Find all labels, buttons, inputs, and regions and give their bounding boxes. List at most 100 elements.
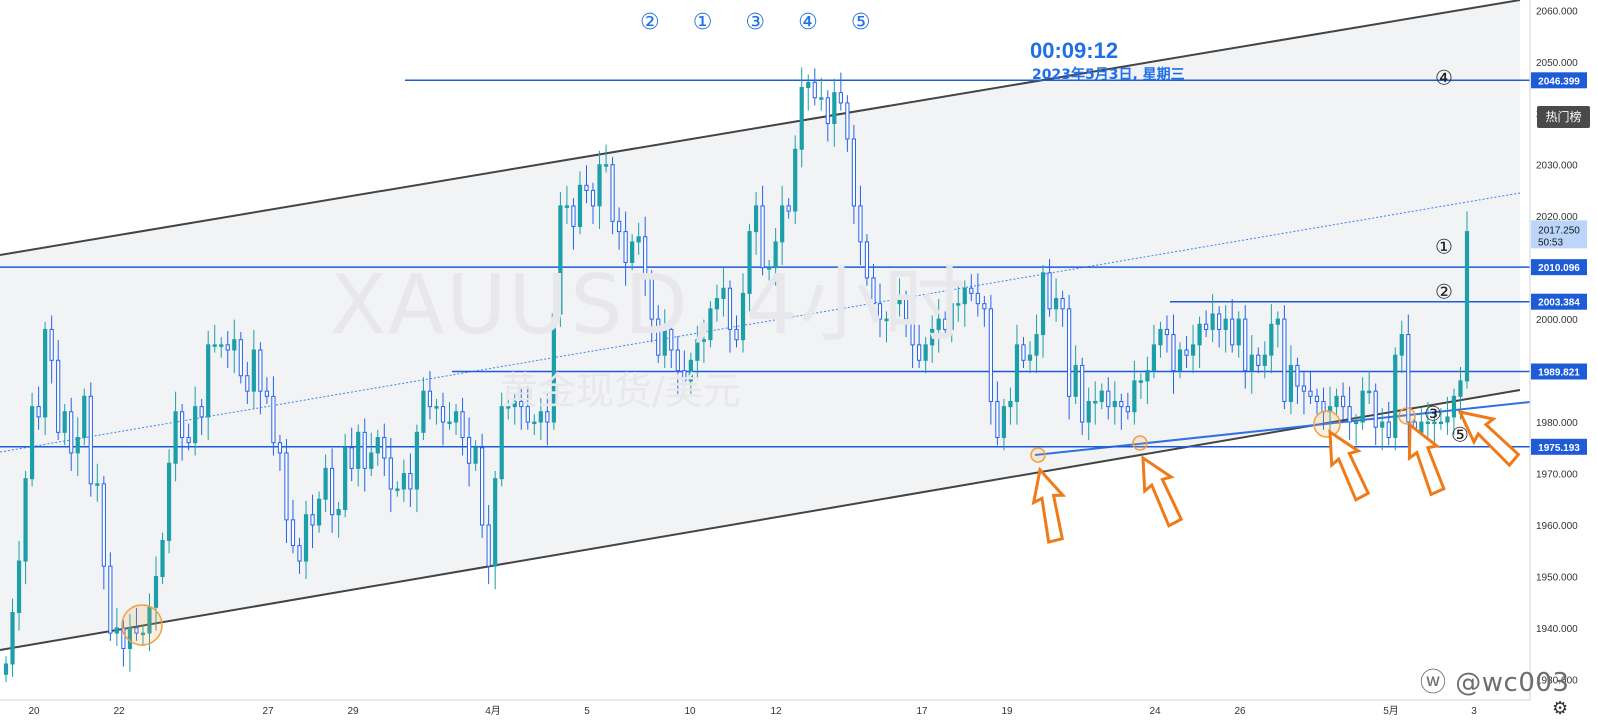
candle-body bbox=[108, 565, 113, 634]
time-tick-label: 24 bbox=[1149, 706, 1161, 717]
candle-body bbox=[473, 447, 478, 464]
candle-body bbox=[982, 303, 987, 310]
candle-body bbox=[264, 390, 269, 397]
candle-body bbox=[1197, 323, 1202, 346]
touch-circle bbox=[1313, 410, 1341, 438]
candle-body bbox=[936, 318, 941, 330]
candle-body bbox=[1210, 313, 1215, 330]
candle-body bbox=[316, 498, 322, 526]
candle-body bbox=[1067, 308, 1072, 397]
candle-body bbox=[708, 308, 713, 341]
candle-body bbox=[721, 287, 726, 300]
candle-body bbox=[1419, 421, 1424, 433]
channel-fill bbox=[0, 0, 1520, 650]
candle-body bbox=[414, 431, 420, 490]
time-tick-label: 19 bbox=[1001, 706, 1013, 717]
candle-body bbox=[1360, 390, 1365, 423]
candle-body bbox=[499, 406, 504, 480]
candle-body bbox=[1380, 421, 1385, 428]
candle-body bbox=[773, 241, 778, 269]
price-level-badge-label: 1975.193 bbox=[1538, 443, 1580, 454]
candle-body bbox=[388, 457, 393, 490]
candle-body bbox=[636, 236, 641, 243]
candle-body bbox=[1464, 231, 1470, 382]
wave-label: ⑤ bbox=[1451, 424, 1469, 446]
candle-body bbox=[695, 339, 700, 361]
candle-body bbox=[584, 184, 589, 191]
gear-icon[interactable]: ⚙ bbox=[1552, 698, 1569, 719]
candle-body bbox=[988, 308, 993, 402]
touch-circle bbox=[121, 604, 163, 646]
candle-body bbox=[395, 488, 400, 491]
price-tick-label: 2060.000 bbox=[1536, 6, 1578, 17]
candle-body bbox=[1177, 349, 1183, 372]
candle-body bbox=[284, 452, 289, 521]
price-level-badge bbox=[1531, 293, 1587, 310]
candle-body bbox=[545, 411, 550, 423]
candle-body bbox=[1021, 344, 1026, 361]
candle-body bbox=[1145, 370, 1150, 382]
candle-body bbox=[1119, 400, 1124, 408]
candle-body bbox=[95, 483, 100, 486]
candle-body bbox=[101, 483, 106, 567]
candle-body bbox=[290, 519, 296, 547]
orange-arrow-icon bbox=[1031, 466, 1067, 544]
time-tick-label: 27 bbox=[262, 706, 274, 717]
price-tick-label: 2020.000 bbox=[1536, 212, 1578, 223]
candle-body bbox=[643, 236, 648, 279]
candle-body bbox=[349, 447, 354, 469]
candle-body bbox=[701, 339, 706, 342]
candle-body bbox=[75, 437, 80, 454]
candle-body bbox=[277, 442, 283, 454]
candle-body bbox=[1243, 318, 1248, 372]
candle-body bbox=[29, 406, 35, 480]
candle-body bbox=[890, 303, 896, 320]
candle-body bbox=[173, 411, 178, 464]
price-tick-label: 1970.000 bbox=[1536, 470, 1578, 481]
price-tick-label: 1960.000 bbox=[1536, 521, 1578, 532]
candle-body bbox=[466, 437, 472, 464]
candle-body bbox=[962, 287, 967, 305]
candle-body bbox=[727, 287, 733, 330]
candle-body bbox=[884, 318, 889, 322]
wave-label: ① bbox=[1435, 236, 1453, 258]
candle-body bbox=[323, 467, 328, 500]
time-tick-label: 20 bbox=[28, 706, 40, 717]
price-level-badge bbox=[1531, 438, 1587, 455]
candle-body bbox=[688, 359, 693, 382]
candle-body bbox=[82, 395, 87, 438]
candle-body bbox=[1164, 328, 1170, 336]
candle-body bbox=[799, 87, 804, 150]
time-tick-label: 22 bbox=[113, 706, 125, 717]
candle-body bbox=[23, 478, 28, 562]
time-axis bbox=[0, 700, 1530, 722]
candle-body bbox=[1282, 318, 1287, 402]
candle-body bbox=[88, 395, 93, 485]
orange-arrow-icon bbox=[1457, 409, 1521, 468]
candle-body bbox=[1275, 318, 1280, 325]
weibo-watermark: ⓦ @wc003 bbox=[1420, 668, 1570, 698]
candle-body bbox=[851, 138, 857, 207]
candle-body bbox=[786, 205, 791, 212]
candle-body bbox=[975, 292, 980, 305]
price-level-badge-label: 1989.821 bbox=[1538, 368, 1580, 379]
candle-body bbox=[440, 406, 446, 423]
touch-circle bbox=[1132, 435, 1148, 451]
candle-body bbox=[532, 421, 537, 425]
candle-body bbox=[1132, 380, 1137, 413]
wave-label: ② bbox=[1435, 281, 1453, 303]
candle-body bbox=[297, 545, 302, 562]
orange-arrow-shape bbox=[1457, 409, 1521, 468]
candle-body bbox=[245, 375, 250, 392]
price-tick-label: 2000.000 bbox=[1536, 315, 1578, 326]
price-tick-label: 1930.000 bbox=[1536, 675, 1578, 686]
price-tick-label: 1980.000 bbox=[1536, 418, 1578, 429]
candle-body bbox=[806, 81, 811, 89]
candle-body bbox=[871, 277, 876, 305]
hot-list-button[interactable]: 热门榜 bbox=[1537, 106, 1590, 128]
candle-body bbox=[1158, 328, 1163, 346]
candle-body bbox=[56, 359, 61, 433]
candle-body bbox=[864, 241, 870, 279]
